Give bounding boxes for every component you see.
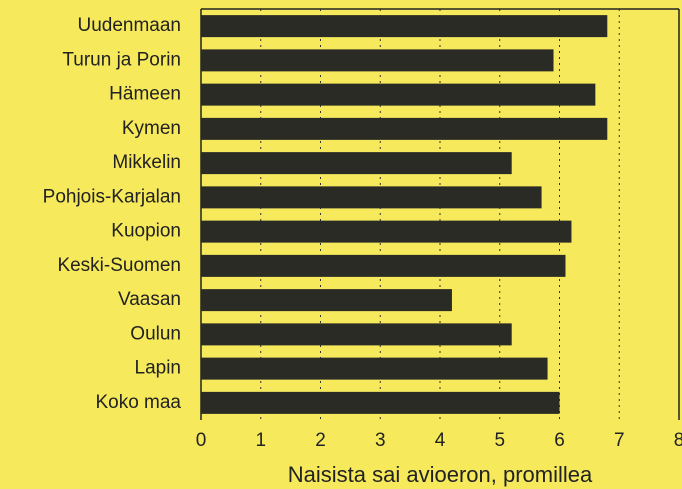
bar xyxy=(201,357,548,380)
x-tick-label: 2 xyxy=(315,430,326,451)
x-tick-label: 7 xyxy=(614,430,625,451)
y-tick-label: Hämeen xyxy=(109,84,181,105)
bar xyxy=(201,323,512,346)
y-tick-label: Pohjois-Karjalan xyxy=(43,186,181,207)
bar xyxy=(201,49,554,72)
x-tick-label: 0 xyxy=(196,430,207,451)
y-tick-label: Vaasan xyxy=(118,289,181,310)
bar xyxy=(201,117,608,140)
y-tick-label: Kuopion xyxy=(111,221,181,242)
bar xyxy=(201,391,560,414)
x-tick-label: 8 xyxy=(674,430,682,451)
y-tick-label: Uudenmaan xyxy=(77,15,181,36)
x-axis-label: Naisista sai avioeron, promillea xyxy=(288,462,593,487)
bar xyxy=(201,83,596,106)
bar xyxy=(201,254,566,277)
y-tick-label: Keski-Suomen xyxy=(57,255,181,276)
x-tick-label: 3 xyxy=(375,430,386,451)
bar xyxy=(201,186,542,209)
bar xyxy=(201,220,572,243)
y-tick-label: Lapin xyxy=(135,358,182,379)
y-tick-label: Oulun xyxy=(130,323,181,344)
x-tick-label: 5 xyxy=(494,430,505,451)
bar xyxy=(201,289,452,312)
y-tick-label: Kymen xyxy=(122,118,181,139)
y-tick-label: Mikkelin xyxy=(112,152,181,173)
x-tick-label: 4 xyxy=(435,430,446,451)
x-tick-label: 1 xyxy=(255,430,266,451)
y-tick-label: Koko maa xyxy=(95,392,181,413)
bar xyxy=(201,152,512,175)
y-tick-label: Turun ja Porin xyxy=(62,49,181,70)
bar xyxy=(201,15,608,38)
x-tick-label: 6 xyxy=(554,430,565,451)
